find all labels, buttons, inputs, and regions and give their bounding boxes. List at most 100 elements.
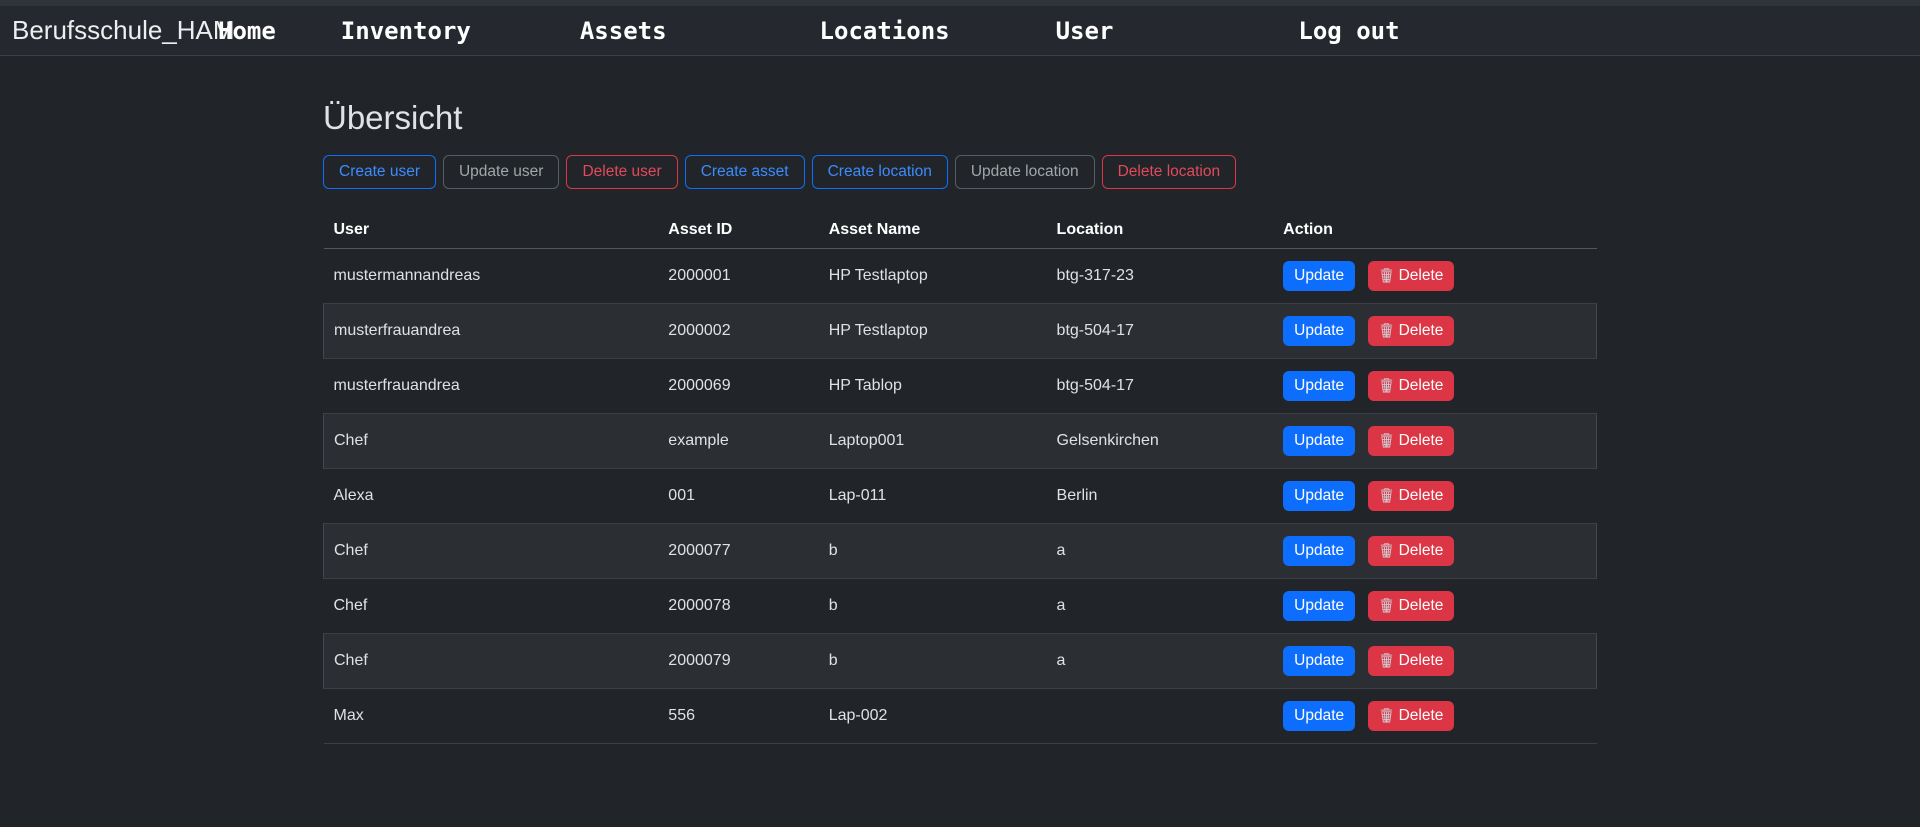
column-header-action: Action: [1273, 209, 1597, 249]
column-header-location: Location: [1046, 209, 1274, 249]
update-button-label: Update: [1294, 706, 1345, 724]
update-button[interactable]: Update: [1283, 700, 1356, 731]
cell-asset-id: 2000002: [658, 303, 819, 359]
delete-button-label: Delete: [1398, 706, 1444, 724]
cell-asset-id: 2000078: [658, 578, 819, 634]
toolbar-button[interactable]: Update user: [442, 154, 560, 189]
cell-asset-name: HP Testlaptop: [818, 303, 1047, 359]
cell-user: musterfrauandrea: [323, 303, 659, 359]
cell-asset-name: HP Testlaptop: [818, 248, 1047, 304]
main-content: Übersicht Create user Update user Delete…: [323, 56, 1598, 744]
cell-location: Berlin: [1046, 468, 1274, 524]
cell-location: btg-504-17: [1046, 358, 1274, 414]
cell-asset-id: 2000001: [658, 248, 819, 304]
trash-icon: [1379, 433, 1394, 448]
delete-button-label: Delete: [1398, 431, 1444, 449]
cell-asset-id: 2000069: [658, 358, 819, 414]
column-header-user: User: [323, 209, 659, 249]
table-row: musterfrauandrea 2000069 HP Tablop btg-5…: [323, 358, 1597, 414]
update-button[interactable]: Update: [1283, 590, 1356, 621]
cell-asset-name: Lap-011: [818, 468, 1047, 524]
table-body: mustermannandreas 2000001 HP Testlaptop …: [323, 248, 1598, 744]
cell-user: musterfrauandrea: [323, 358, 659, 414]
delete-button[interactable]: Delete: [1367, 535, 1455, 566]
nav-link[interactable]: User: [1055, 16, 1114, 45]
delete-button-label: Delete: [1398, 266, 1444, 284]
delete-button[interactable]: Delete: [1367, 645, 1455, 676]
delete-button-label: Delete: [1398, 651, 1444, 669]
toolbar-button[interactable]: Create location: [811, 154, 948, 189]
toolbar-button[interactable]: Create asset: [684, 154, 805, 189]
nav-link[interactable]: Home: [218, 16, 276, 45]
trash-icon: [1379, 488, 1394, 503]
cell-user: Max: [323, 688, 659, 744]
update-button[interactable]: Update: [1283, 480, 1356, 511]
toolbar-button[interactable]: Delete user: [566, 154, 678, 189]
trash-icon: [1379, 708, 1394, 723]
delete-button[interactable]: Delete: [1367, 480, 1455, 511]
update-button[interactable]: Update: [1283, 535, 1356, 566]
update-button-label: Update: [1294, 431, 1345, 449]
update-button[interactable]: Update: [1283, 425, 1356, 456]
cell-action: Update: [1273, 688, 1597, 744]
cell-action: Update: [1273, 468, 1597, 524]
cell-asset-name: HP Tablop: [818, 358, 1047, 414]
update-button[interactable]: Update: [1283, 260, 1356, 291]
nav-link[interactable]: Log out: [1298, 16, 1400, 45]
navbar-brand[interactable]: Berufsschule_HAM: [12, 15, 235, 45]
page-title: Übersicht: [323, 99, 463, 136]
table-head: User Asset ID Asset Name Location Action: [323, 209, 1597, 249]
trash-icon: [1379, 653, 1394, 668]
trash-icon: [1379, 378, 1394, 393]
cell-asset-name: b: [818, 633, 1047, 689]
toolbar-button[interactable]: Delete location: [1101, 154, 1237, 189]
cell-asset-id: 2000079: [658, 633, 819, 689]
update-button-label: Update: [1294, 486, 1345, 504]
cell-asset-id: 001: [658, 468, 819, 524]
delete-button-label: Delete: [1398, 541, 1444, 559]
cell-asset-id: 556: [658, 688, 819, 744]
cell-action: Update: [1273, 303, 1598, 359]
update-button-label: Update: [1294, 596, 1345, 614]
toolbar-button[interactable]: Create user: [323, 154, 436, 189]
column-header-asset-name: Asset Name: [818, 209, 1047, 249]
nav-link[interactable]: Assets: [579, 16, 667, 45]
delete-button[interactable]: Delete: [1367, 700, 1455, 731]
delete-button-label: Delete: [1398, 596, 1444, 614]
cell-action: Update: [1273, 248, 1597, 304]
toolbar-button[interactable]: Update location: [954, 154, 1095, 189]
delete-button[interactable]: Delete: [1367, 370, 1455, 401]
cell-user: Chef: [323, 633, 659, 689]
cell-location: [1046, 688, 1274, 744]
trash-icon: [1379, 598, 1394, 613]
trash-icon: [1379, 543, 1394, 558]
cell-asset-id: 2000077: [658, 523, 819, 579]
cell-asset-name: Lap-002: [818, 688, 1047, 744]
cell-location: btg-317-23: [1046, 248, 1274, 304]
table-row: Chef 2000078 b a Update: [323, 578, 1597, 634]
table-row: Chef example Laptop001 Gelsenkirchen Upd…: [323, 413, 1598, 469]
cell-action: Update: [1273, 413, 1598, 469]
cell-user: Chef: [323, 523, 659, 579]
cell-asset-name: b: [818, 578, 1047, 634]
delete-button-label: Delete: [1398, 486, 1444, 504]
delete-button[interactable]: Delete: [1367, 590, 1455, 621]
delete-button[interactable]: Delete: [1367, 260, 1455, 291]
update-button[interactable]: Update: [1283, 370, 1356, 401]
delete-button[interactable]: Delete: [1367, 425, 1455, 456]
cell-location: a: [1046, 523, 1274, 579]
update-button[interactable]: Update: [1283, 645, 1356, 676]
cell-user: Alexa: [323, 468, 659, 524]
cell-location: a: [1046, 578, 1274, 634]
update-button-label: Update: [1294, 376, 1345, 394]
nav-link[interactable]: Inventory: [340, 16, 471, 45]
table-row: Chef 2000077 b a Update: [323, 523, 1598, 579]
column-header-asset-id: Asset ID: [658, 209, 819, 249]
update-button-label: Update: [1294, 651, 1345, 669]
cell-action: Update: [1273, 578, 1597, 634]
cell-user: Chef: [323, 413, 659, 469]
update-button[interactable]: Update: [1283, 315, 1356, 346]
cell-asset-name: Laptop001: [818, 413, 1047, 469]
delete-button[interactable]: Delete: [1367, 315, 1455, 346]
nav-link[interactable]: Locations: [819, 16, 950, 45]
